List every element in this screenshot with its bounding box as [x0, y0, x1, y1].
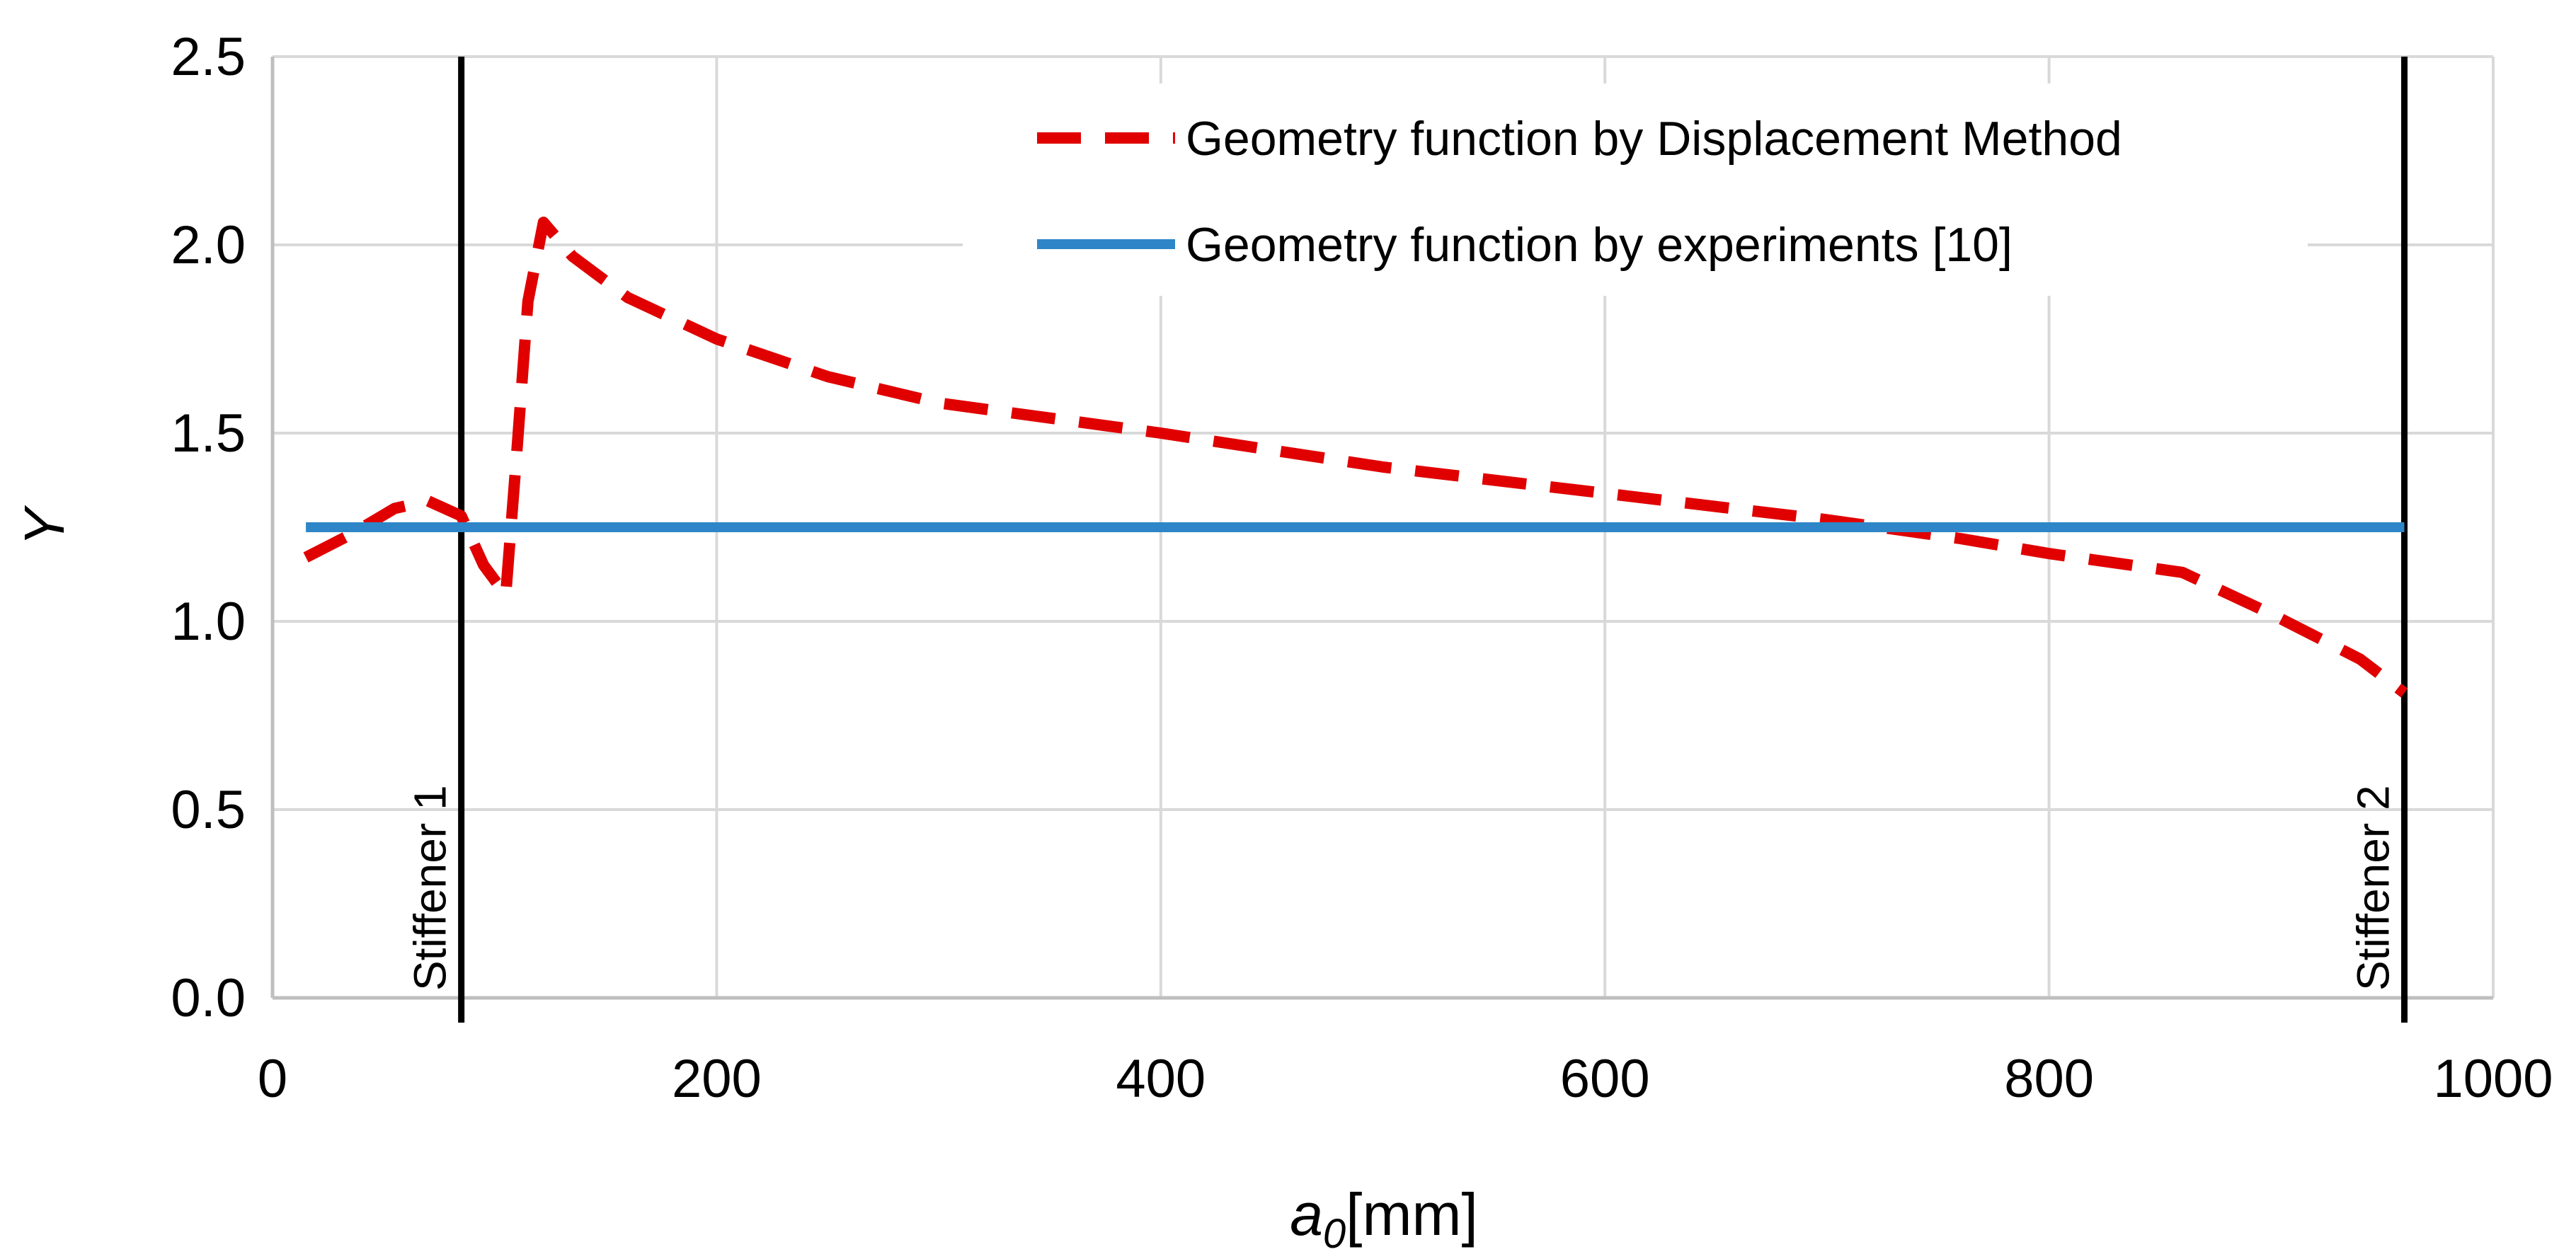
y-tick-label: 0.0: [171, 968, 246, 1028]
x-tick-label: 0: [258, 1049, 287, 1109]
y-tick-label: 1.5: [171, 403, 246, 464]
x-tick-label: 600: [1560, 1049, 1650, 1109]
legend: Geometry function by Displacement Method…: [963, 84, 2308, 296]
y-tick-label: 0.5: [171, 780, 246, 840]
data-series: [303, 217, 2408, 698]
y-axis-label: Y: [13, 505, 76, 546]
axis-labels: Y a0[mm]: [13, 505, 1478, 1257]
x-tick-label: 1000: [2433, 1049, 2553, 1109]
x-tick-label: 200: [672, 1049, 762, 1109]
x-axis-label-main: a: [1290, 1181, 1323, 1248]
legend-label-1: Geometry function by Displacement Method: [1186, 112, 2122, 166]
x-axis-label-subscript: 0: [1323, 1211, 1346, 1257]
legend-label-2: Geometry function by experiments [10]: [1186, 218, 2013, 272]
x-axis-label-unit: [mm]: [1346, 1181, 1478, 1248]
tick-labels: 0.0 0.5 1.0 1.5 2.0 2.5 0 200 400 600 800 1000: [171, 27, 2553, 1109]
x-tick-label: 400: [1116, 1049, 1206, 1109]
legend-box: [963, 84, 2308, 296]
y-tick-label: 1.0: [171, 592, 246, 652]
stiffener-label: Stiffener 2: [2348, 785, 2399, 991]
y-tick-label: 2.5: [171, 27, 246, 87]
series-line-1: [303, 217, 2408, 698]
x-tick-label: 800: [2004, 1049, 2094, 1109]
stiffener-lines: Stiffener 1 Stiffener 2: [405, 57, 2408, 1023]
x-axis-label: a0[mm]: [1290, 1181, 1478, 1257]
stiffener-label: Stiffener 1: [405, 785, 456, 991]
y-tick-label: 2.0: [171, 215, 246, 275]
plot-axis: [270, 57, 2493, 1000]
